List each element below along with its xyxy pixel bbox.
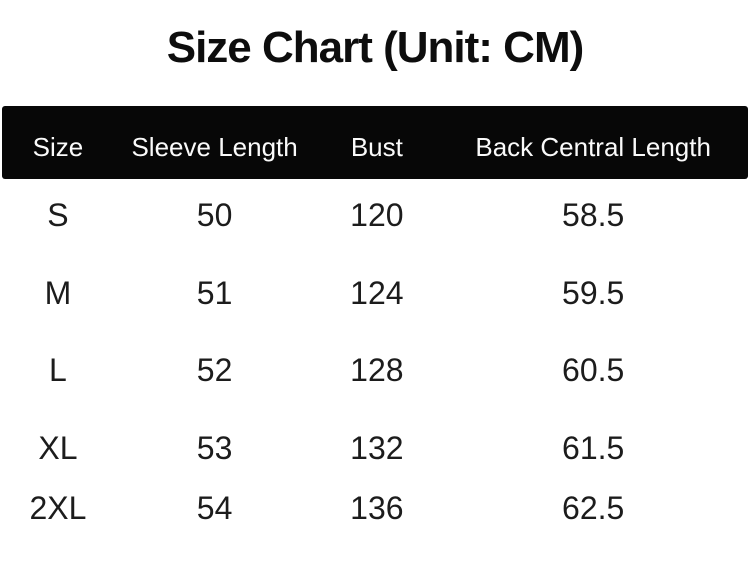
cell-bust: 124 <box>350 274 404 311</box>
cell-sleeve-length: 50 <box>196 196 233 233</box>
column-header-size: Size <box>32 131 84 162</box>
table-header-bar: Size Sleeve Length Bust Back Central Len… <box>2 106 748 179</box>
cell-back-central-length: 60.5 <box>562 351 625 388</box>
cell-size: XL <box>38 429 78 466</box>
cell-bust: 128 <box>350 351 404 388</box>
cell-back-central-length: 61.5 <box>562 429 625 466</box>
cell-size: S <box>47 196 69 233</box>
column-header-sleeve-length: Sleeve Length <box>131 131 298 162</box>
table-row: M 51 124 59.5 <box>2 271 748 315</box>
cell-size: 2XL <box>29 489 87 526</box>
cell-bust: 120 <box>350 196 404 233</box>
table-row: 2XL 54 136 62.5 <box>2 486 748 530</box>
cell-back-central-length: 59.5 <box>562 274 625 311</box>
cell-sleeve-length: 52 <box>196 351 233 388</box>
cell-back-central-length: 58.5 <box>562 196 625 233</box>
column-header-bust: Bust <box>350 131 403 162</box>
table-row: XL 53 132 61.5 <box>2 426 748 470</box>
cell-sleeve-length: 53 <box>196 429 233 466</box>
cell-sleeve-length: 51 <box>196 274 233 311</box>
cell-bust: 132 <box>350 429 404 466</box>
column-header-back-central-length: Back Central Length <box>475 131 711 162</box>
table-row: L 52 128 60.5 <box>2 348 748 392</box>
cell-back-central-length: 62.5 <box>562 489 625 526</box>
cell-bust: 136 <box>350 489 404 526</box>
cell-sleeve-length: 54 <box>196 489 233 526</box>
cell-size: M <box>44 274 72 311</box>
page-title: Size Chart (Unit: CM) <box>166 23 585 72</box>
cell-size: L <box>49 351 67 388</box>
table-row: S 50 120 58.5 <box>2 193 748 237</box>
